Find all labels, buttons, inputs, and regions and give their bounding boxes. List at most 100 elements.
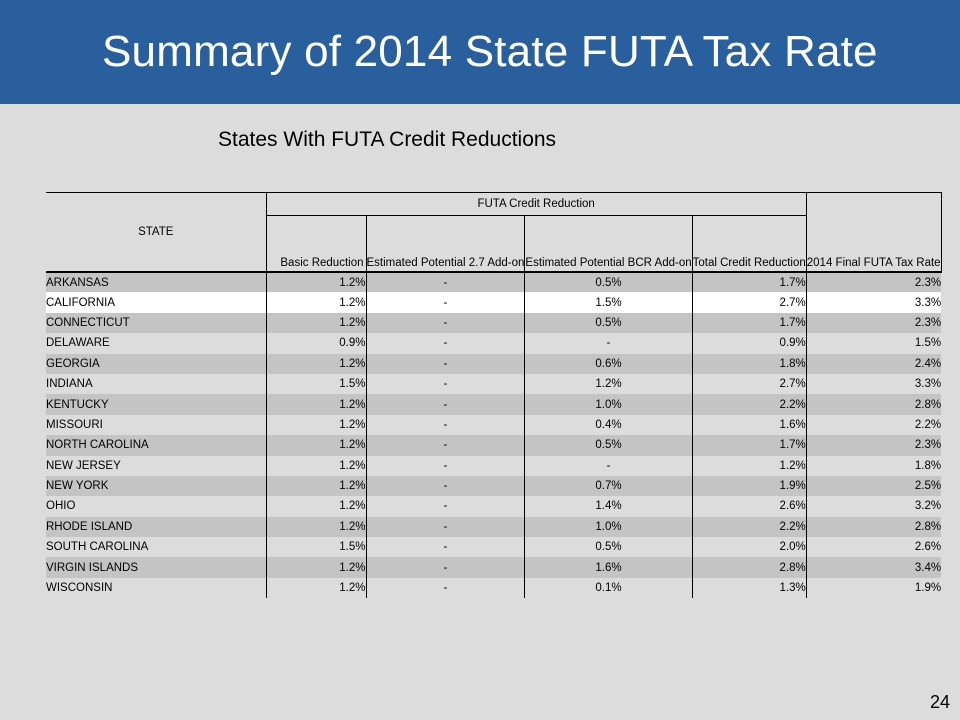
table-row: VIRGIN ISLANDS 1.2% - 1.6% 2.8% 3.4% xyxy=(46,557,942,578)
cell-total-reduction: 1.7% xyxy=(692,312,807,334)
cell-basic-reduction: 1.5% xyxy=(266,537,367,558)
cell-est-bcr: 1.0% xyxy=(524,394,693,415)
cell-total-reduction: 1.6% xyxy=(692,414,807,436)
cell-est-bcr: - xyxy=(524,455,693,476)
cell-state: VIRGIN ISLANDS xyxy=(46,557,267,578)
cell-basic-reduction: 1.2% xyxy=(266,455,367,476)
cell-total-reduction: 1.7% xyxy=(692,270,807,293)
cell-est-2-7: - xyxy=(366,373,526,395)
title-bar: Summary of 2014 State FUTA Tax Rate xyxy=(0,0,960,104)
cell-est-bcr: 0.4% xyxy=(524,414,693,436)
cell-final-rate: 2.8% xyxy=(914,520,942,533)
table-row: RHODE ISLAND 1.2% - 1.0% 2.2% 2.8% xyxy=(46,516,942,538)
cell-est-2-7: - xyxy=(366,557,526,578)
cell-final-rate: 1.5% xyxy=(914,337,942,350)
cell-state: KENTUCKY xyxy=(46,394,267,415)
cell-est-2-7: - xyxy=(366,333,526,354)
cell-state: NEW JERSEY xyxy=(46,455,267,476)
cell-basic-reduction: 1.2% xyxy=(266,312,367,334)
cell-basic-reduction: 1.2% xyxy=(266,475,367,497)
cell-basic-reduction: 1.2% xyxy=(266,394,367,415)
header-basic-reduction: Basic Reduction xyxy=(266,215,367,272)
cell-state: DELAWARE xyxy=(46,333,267,354)
cell-est-2-7: - xyxy=(366,496,526,517)
cell-state: NORTH CAROLINA xyxy=(46,435,267,456)
header-est-potential-2-7: Estimated Potential 2.7 Add-on xyxy=(366,215,526,272)
cell-final-rate: 3.4% xyxy=(914,561,942,574)
cell-basic-reduction: 1.2% xyxy=(266,353,367,374)
cell-final-rate: 1.9% xyxy=(914,582,942,595)
cell-final-rate: 2.8% xyxy=(914,398,942,411)
cell-est-bcr: 0.5% xyxy=(524,435,693,456)
cell-total-reduction: 2.8% xyxy=(692,557,807,578)
slide-title: Summary of 2014 State FUTA Tax Rate xyxy=(102,27,878,76)
cell-state: SOUTH CAROLINA xyxy=(46,537,267,558)
cell-state: RHODE ISLAND xyxy=(46,516,267,538)
header-est-potential-bcr: Estimated Potential BCR Add-on xyxy=(524,215,693,272)
cell-est-bcr: 0.5% xyxy=(524,537,693,558)
cell-basic-reduction: 1.2% xyxy=(266,496,367,517)
page-number: 24 xyxy=(929,692,950,712)
header-state: STATE xyxy=(46,192,267,272)
cell-final-rate: 1.8% xyxy=(914,459,942,472)
cell-total-reduction: 1.2% xyxy=(692,455,807,476)
cell-est-2-7: - xyxy=(366,577,526,599)
cell-final-rate: 3.3% xyxy=(914,378,942,391)
cell-basic-reduction: 1.2% xyxy=(266,292,367,313)
table-row: MISSOURI 1.2% - 0.4% 1.6% 2.2% xyxy=(46,414,942,436)
table-row: NORTH CAROLINA 1.2% - 0.5% 1.7% 2.3% xyxy=(46,435,942,456)
header-total-credit-reduction: Total Credit Reduction xyxy=(692,215,807,272)
cell-total-reduction: 2.0% xyxy=(692,537,807,558)
cell-final-rate: 2.3% xyxy=(914,316,942,329)
table-row: NEW YORK 1.2% - 0.7% 1.9% 2.5% xyxy=(46,475,942,497)
header-futa-credit-reduction: FUTA Credit Reduction xyxy=(266,192,807,216)
cell-est-bcr: 1.5% xyxy=(524,292,693,313)
cell-total-reduction: 2.2% xyxy=(692,394,807,415)
table-row: DELAWARE 0.9% - - 0.9% 1.5% xyxy=(46,333,942,354)
cell-est-bcr: 1.4% xyxy=(524,496,693,517)
table-row: OHIO 1.2% - 1.4% 2.6% 3.2% xyxy=(46,496,942,517)
table-row: ARKANSAS 1.2% - 0.5% 1.7% 2.3% xyxy=(46,270,942,293)
cell-total-reduction: 1.8% xyxy=(692,353,807,374)
cell-total-reduction: 2.6% xyxy=(692,496,807,517)
cell-est-2-7: - xyxy=(366,475,526,497)
cell-basic-reduction: 0.9% xyxy=(266,333,367,354)
cell-est-bcr: - xyxy=(524,333,693,354)
cell-est-bcr: 1.2% xyxy=(524,373,693,395)
cell-basic-reduction: 1.2% xyxy=(266,577,367,599)
cell-state: WISCONSIN xyxy=(46,577,267,599)
cell-est-2-7: - xyxy=(366,414,526,436)
cell-est-bcr: 0.1% xyxy=(524,577,693,599)
cell-total-reduction: 2.7% xyxy=(692,373,807,395)
cell-basic-reduction: 1.5% xyxy=(266,373,367,395)
cell-final-rate: 2.5% xyxy=(914,480,942,493)
cell-est-bcr: 0.5% xyxy=(524,312,693,334)
cell-est-bcr: 0.6% xyxy=(524,353,693,374)
header-final-futa-rate: 2014 Final FUTA Tax Rate xyxy=(805,192,942,272)
cell-total-reduction: 2.2% xyxy=(692,516,807,538)
cell-final-rate: 3.3% xyxy=(914,296,942,309)
cell-est-2-7: - xyxy=(366,516,526,538)
cell-total-reduction: 0.9% xyxy=(692,333,807,354)
cell-state: CONNECTICUT xyxy=(46,312,267,334)
table-row: SOUTH CAROLINA 1.5% - 0.5% 2.0% 2.6% xyxy=(46,537,942,558)
table-subtitle: States With FUTA Credit Reductions xyxy=(218,128,557,151)
cell-basic-reduction: 1.2% xyxy=(266,557,367,578)
table-row: GEORGIA 1.2% - 0.6% 1.8% 2.4% xyxy=(46,353,942,374)
cell-est-2-7: - xyxy=(366,394,526,415)
cell-est-bcr: 0.7% xyxy=(524,475,693,497)
table-row: WISCONSIN 1.2% - 0.1% 1.3% 1.9% xyxy=(46,577,942,599)
cell-est-2-7: - xyxy=(366,292,526,313)
cell-est-2-7: - xyxy=(366,270,526,293)
cell-basic-reduction: 1.2% xyxy=(266,516,367,538)
cell-est-bcr: 0.5% xyxy=(524,270,693,293)
cell-state: INDIANA xyxy=(46,373,267,395)
cell-state: OHIO xyxy=(46,496,267,517)
table-row: CONNECTICUT 1.2% - 0.5% 1.7% 2.3% xyxy=(46,312,942,334)
cell-est-2-7: - xyxy=(366,435,526,456)
cell-est-2-7: - xyxy=(366,312,526,334)
table-row: INDIANA 1.5% - 1.2% 2.7% 3.3% xyxy=(46,373,942,395)
cell-state: NEW YORK xyxy=(46,475,267,497)
cell-state: ARKANSAS xyxy=(46,270,267,293)
cell-state: MISSOURI xyxy=(46,414,267,436)
